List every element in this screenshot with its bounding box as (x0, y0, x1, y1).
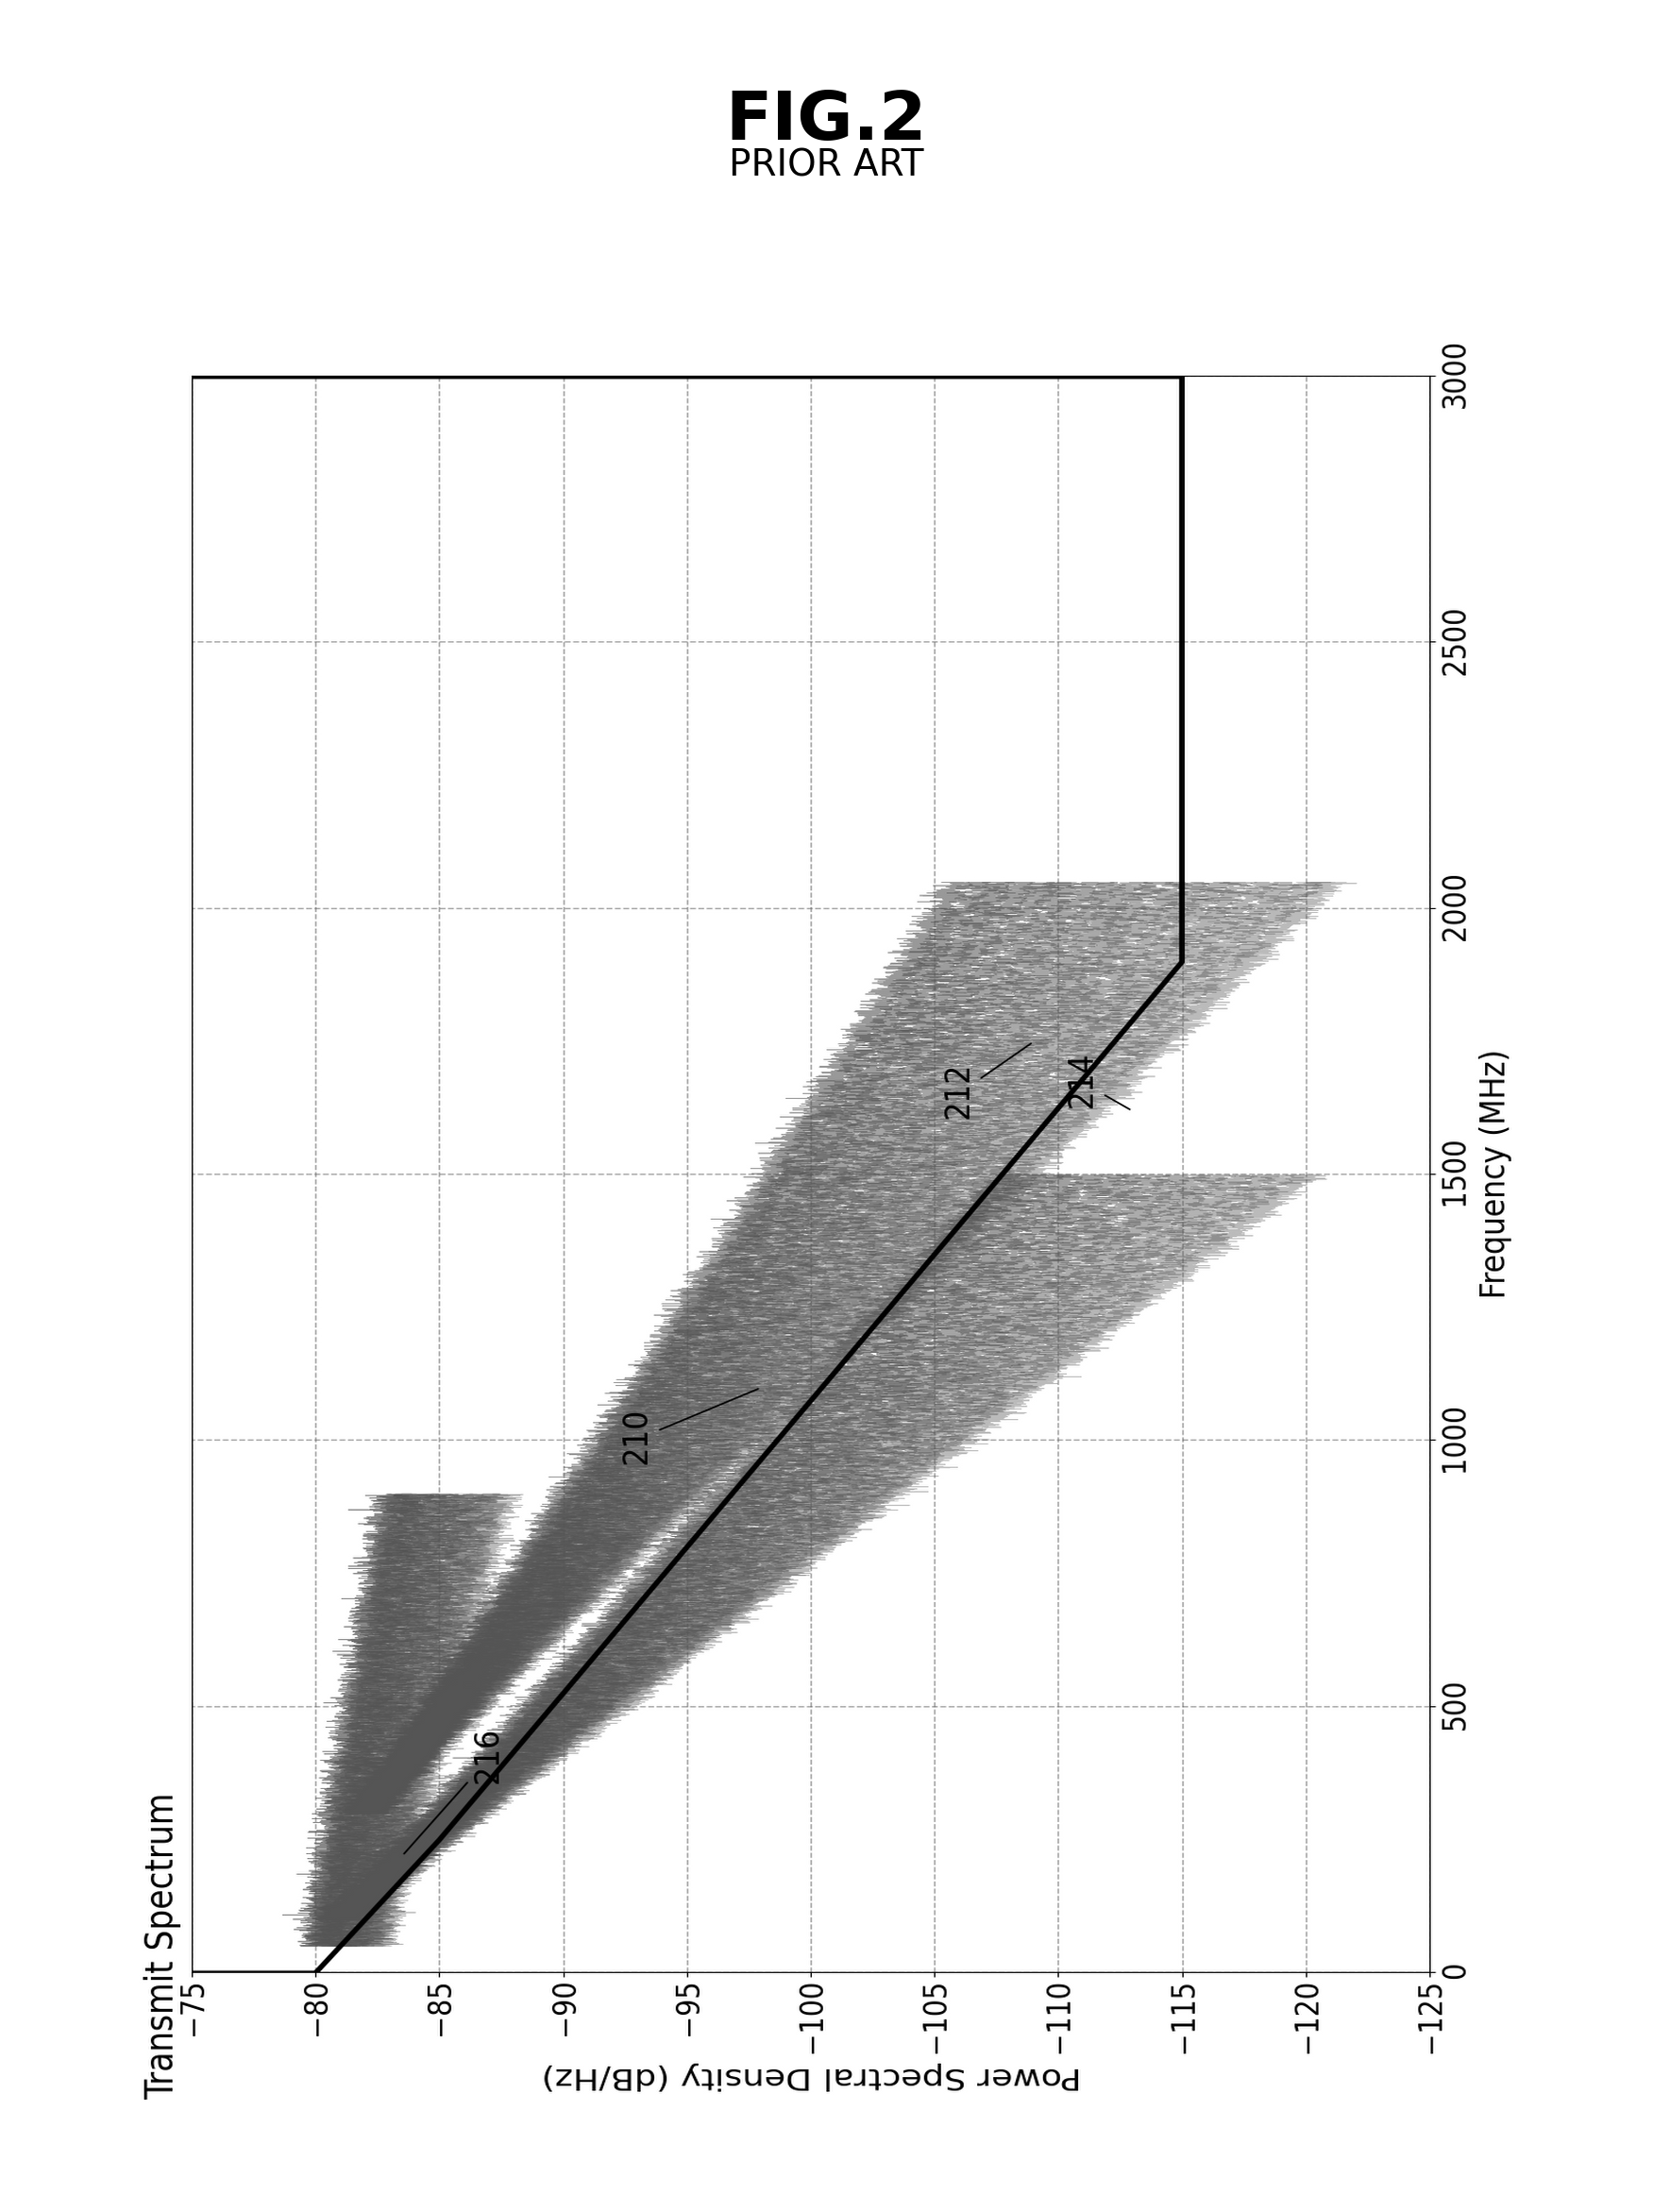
Text: FIG.2: FIG.2 (726, 88, 927, 155)
Text: PRIOR ART: PRIOR ART (729, 148, 924, 184)
